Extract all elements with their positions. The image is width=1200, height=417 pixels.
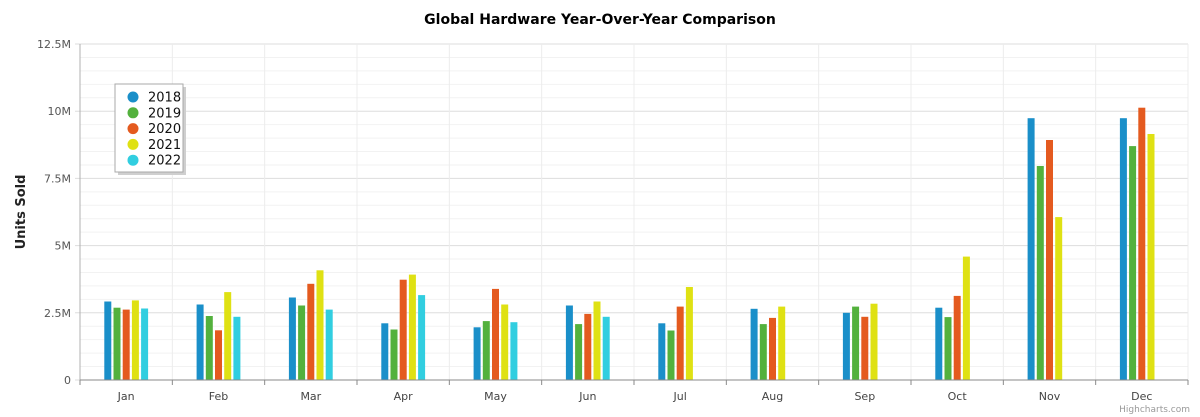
bar[interactable]: [685, 287, 693, 380]
legend-label: 2018: [148, 91, 181, 106]
legend-item[interactable]: 2019: [127, 106, 182, 121]
x-tick-label: Dec: [1131, 390, 1152, 403]
legend-box: [114, 83, 184, 173]
legend-marker: [127, 107, 139, 119]
x-tick-label: Jan: [117, 390, 135, 403]
bar[interactable]: [667, 330, 675, 381]
bar[interactable]: [113, 307, 121, 380]
bars: [104, 107, 1155, 381]
legend-label: 2020: [148, 122, 181, 137]
legend-marker: [127, 138, 139, 150]
x-tick-label: Jun: [578, 390, 596, 403]
y-tick-label: 5M: [55, 240, 72, 253]
bar[interactable]: [1138, 107, 1146, 380]
bar[interactable]: [501, 304, 509, 381]
legend-item[interactable]: 2021: [127, 138, 182, 153]
credits-link[interactable]: Highcharts.com: [1119, 405, 1190, 415]
bar[interactable]: [1046, 140, 1053, 380]
bar[interactable]: [658, 323, 666, 380]
y-tick-label: 7.5M: [44, 172, 71, 185]
bar[interactable]: [602, 316, 610, 380]
bar[interactable]: [935, 307, 943, 380]
bar[interactable]: [852, 306, 860, 380]
bar[interactable]: [1055, 217, 1063, 380]
bar[interactable]: [584, 313, 592, 380]
bar[interactable]: [316, 270, 324, 380]
bar[interactable]: [141, 308, 149, 381]
x-tick-label: Sep: [854, 390, 875, 403]
bar[interactable]: [953, 295, 961, 380]
y-tick-label: 10M: [48, 105, 72, 118]
bar[interactable]: [565, 305, 573, 381]
bar[interactable]: [861, 316, 869, 380]
bar[interactable]: [399, 279, 407, 380]
bar[interactable]: [676, 306, 684, 380]
x-tick-label: Oct: [948, 390, 968, 403]
bar[interactable]: [381, 323, 389, 380]
legend-label: 2019: [148, 106, 181, 121]
legend-label: 2021: [148, 138, 181, 153]
y-axis-label: Units Sold: [14, 175, 29, 250]
legend-item[interactable]: 2022: [127, 154, 182, 169]
bar[interactable]: [408, 274, 416, 380]
bar[interactable]: [944, 317, 952, 380]
y-tick-label: 2.5M: [44, 307, 71, 320]
legend-marker: [127, 91, 139, 103]
bar[interactable]: [962, 256, 970, 380]
bar[interactable]: [1036, 166, 1044, 380]
bar[interactable]: [778, 306, 786, 380]
bar[interactable]: [131, 300, 139, 380]
bar[interactable]: [325, 309, 333, 380]
legend-marker: [127, 123, 139, 135]
grid: [75, 43, 1189, 381]
legend-item[interactable]: 2020: [127, 122, 182, 137]
bar[interactable]: [233, 316, 241, 380]
legend-marker: [127, 154, 139, 166]
bar[interactable]: [288, 297, 296, 381]
y-tick-label: 12.5M: [37, 38, 71, 51]
bar[interactable]: [307, 283, 315, 380]
bar[interactable]: [759, 324, 767, 380]
bar[interactable]: [593, 301, 601, 381]
chart-title: Global Hardware Year-Over-Year Compariso…: [424, 12, 776, 28]
bar[interactable]: [1119, 118, 1127, 380]
bar[interactable]: [196, 304, 204, 381]
legend-item[interactable]: 2018: [127, 91, 182, 106]
bar[interactable]: [224, 292, 232, 380]
x-tick-label: Aug: [762, 390, 783, 403]
bar[interactable]: [510, 322, 518, 380]
bar[interactable]: [750, 308, 758, 380]
bar[interactable]: [842, 312, 850, 380]
bar[interactable]: [418, 295, 426, 380]
x-tick-label: May: [484, 390, 507, 403]
bar[interactable]: [1147, 134, 1155, 380]
y-tick-label: 0: [64, 374, 71, 387]
bar[interactable]: [1129, 146, 1137, 380]
x-tick-label: Nov: [1039, 390, 1061, 403]
x-tick-label: Apr: [394, 390, 414, 403]
bar[interactable]: [482, 321, 490, 380]
bar[interactable]: [205, 316, 213, 380]
axes: 0 2.5M 5M 7.5M 10M 12.5M Jan Feb Mar Apr May Jun Jul…: [37, 38, 1189, 403]
bar[interactable]: [473, 327, 481, 380]
bar[interactable]: [1027, 118, 1035, 380]
x-tick-label: Feb: [209, 390, 228, 403]
x-tick-label: Mar: [300, 390, 321, 403]
bar[interactable]: [104, 301, 112, 381]
bar[interactable]: [870, 303, 878, 380]
bar[interactable]: [215, 330, 222, 380]
bar[interactable]: [390, 329, 398, 381]
bar[interactable]: [122, 309, 130, 380]
bar[interactable]: [575, 324, 583, 380]
bar[interactable]: [492, 288, 499, 380]
bar[interactable]: [769, 317, 776, 380]
x-tick-label: Jul: [673, 390, 687, 403]
bar[interactable]: [298, 305, 306, 381]
legend-label: 2022: [148, 154, 181, 169]
